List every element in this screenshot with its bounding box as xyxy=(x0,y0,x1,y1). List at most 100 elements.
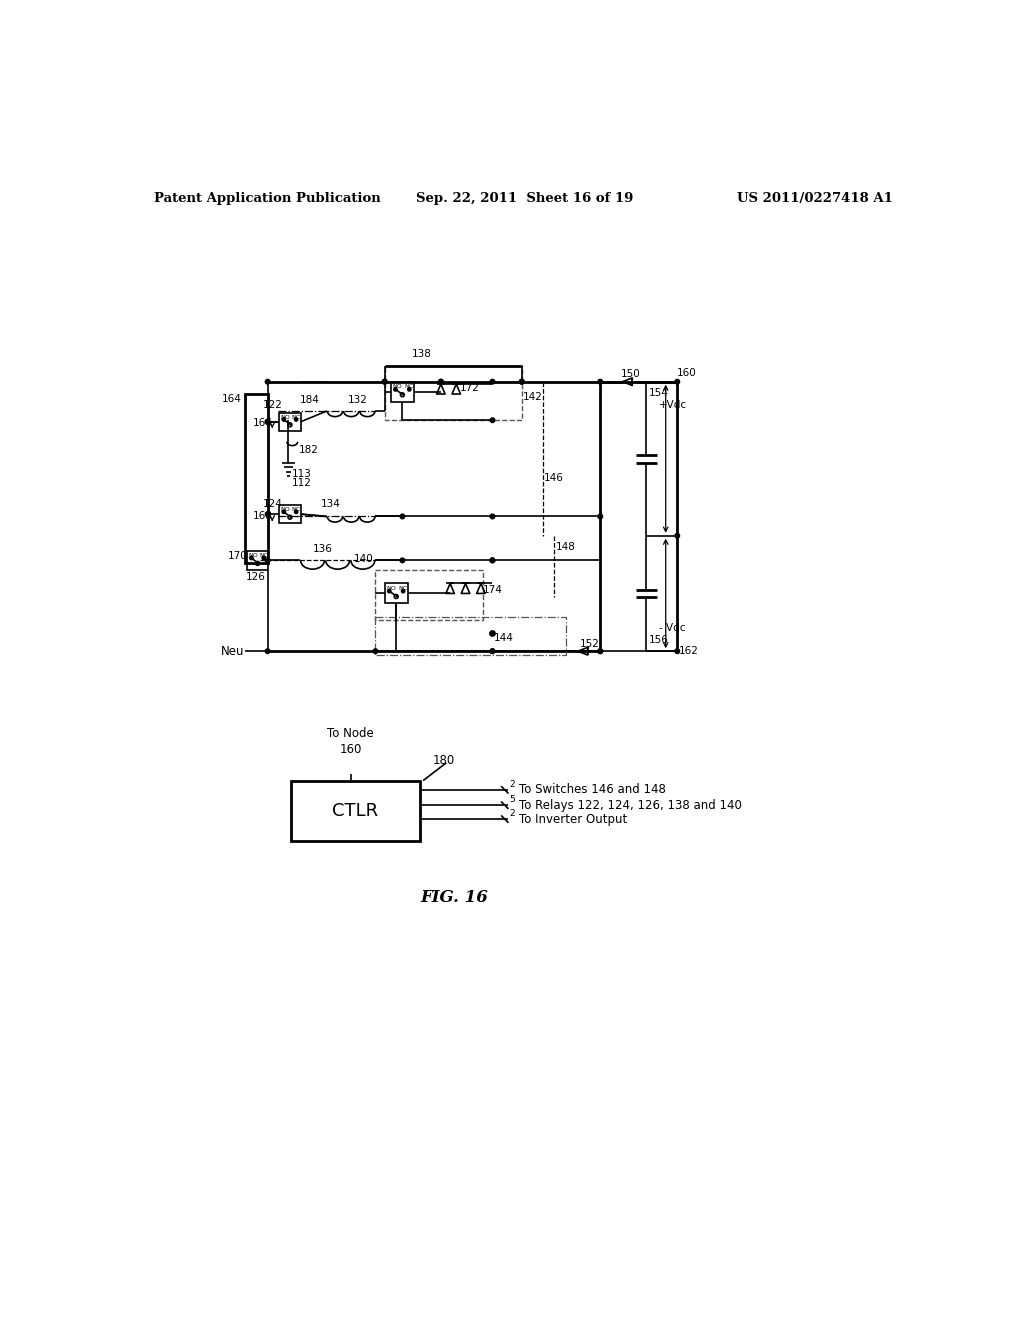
Circle shape xyxy=(490,558,495,562)
Circle shape xyxy=(401,590,404,593)
Circle shape xyxy=(265,512,270,516)
Bar xyxy=(245,395,267,564)
Text: To Relays 122, 124, 126, 138 and 140: To Relays 122, 124, 126, 138 and 140 xyxy=(518,799,741,812)
Text: +Vdc: +Vdc xyxy=(658,400,687,409)
Circle shape xyxy=(295,510,298,513)
Text: 166: 166 xyxy=(252,418,272,428)
Text: 182: 182 xyxy=(298,445,318,455)
Bar xyxy=(385,367,521,420)
Text: NC: NC xyxy=(259,553,268,558)
Text: Sep. 22, 2011  Sheet 16 of 19: Sep. 22, 2011 Sheet 16 of 19 xyxy=(416,191,634,205)
Text: 164: 164 xyxy=(221,395,242,404)
Text: 154: 154 xyxy=(649,388,669,399)
Circle shape xyxy=(265,420,270,424)
Text: - Vdc: - Vdc xyxy=(658,623,685,634)
Circle shape xyxy=(295,417,298,421)
Circle shape xyxy=(438,379,443,384)
Circle shape xyxy=(282,417,286,421)
Circle shape xyxy=(265,379,270,384)
Text: 142: 142 xyxy=(523,392,543,403)
Text: 146: 146 xyxy=(544,473,564,483)
Bar xyxy=(280,506,301,524)
Text: 156: 156 xyxy=(649,635,669,644)
Circle shape xyxy=(598,515,602,519)
Text: 5: 5 xyxy=(509,796,515,804)
Circle shape xyxy=(400,515,404,519)
Text: NO: NO xyxy=(386,586,396,591)
Text: NO: NO xyxy=(249,553,258,558)
Circle shape xyxy=(519,379,524,384)
Circle shape xyxy=(490,515,495,519)
Bar xyxy=(376,616,566,655)
Circle shape xyxy=(490,379,495,384)
Text: NO: NO xyxy=(281,414,291,420)
Text: 180: 180 xyxy=(433,754,455,767)
Bar xyxy=(385,583,408,603)
Circle shape xyxy=(400,558,404,562)
Circle shape xyxy=(598,649,602,653)
Text: To Inverter Output: To Inverter Output xyxy=(518,813,627,825)
Text: 144: 144 xyxy=(494,634,514,643)
Circle shape xyxy=(265,420,270,424)
Circle shape xyxy=(408,388,411,391)
Text: CTLR: CTLR xyxy=(333,801,379,820)
Circle shape xyxy=(438,379,443,384)
Text: 124: 124 xyxy=(262,499,283,508)
Circle shape xyxy=(675,379,680,384)
Circle shape xyxy=(489,631,496,636)
Text: 184: 184 xyxy=(300,395,319,405)
Text: 140: 140 xyxy=(354,554,374,564)
Text: NO: NO xyxy=(392,384,402,389)
Text: 2: 2 xyxy=(509,780,515,789)
Circle shape xyxy=(282,510,286,513)
Circle shape xyxy=(388,590,391,593)
Circle shape xyxy=(265,558,270,562)
Text: NO: NO xyxy=(281,507,291,512)
Text: Neu: Neu xyxy=(221,644,245,657)
Circle shape xyxy=(598,379,602,384)
Text: Patent Application Publication: Patent Application Publication xyxy=(154,191,380,205)
Text: FIG. 16: FIG. 16 xyxy=(420,890,487,906)
Circle shape xyxy=(262,556,265,560)
Text: 150: 150 xyxy=(622,370,641,379)
Circle shape xyxy=(373,649,378,653)
Bar xyxy=(247,552,268,570)
Text: 172: 172 xyxy=(460,383,480,393)
Circle shape xyxy=(598,649,602,653)
Bar xyxy=(391,381,414,401)
Circle shape xyxy=(265,649,270,653)
Circle shape xyxy=(382,379,387,384)
Text: 162: 162 xyxy=(679,647,698,656)
Circle shape xyxy=(490,649,495,653)
Bar xyxy=(376,570,483,620)
Bar xyxy=(291,780,420,841)
Text: 152: 152 xyxy=(580,639,599,649)
Text: 148: 148 xyxy=(556,543,575,552)
Text: 160: 160 xyxy=(677,368,697,378)
Circle shape xyxy=(490,558,495,562)
Text: 126: 126 xyxy=(246,572,266,582)
Text: 112: 112 xyxy=(292,478,312,488)
Circle shape xyxy=(675,649,680,653)
Circle shape xyxy=(394,388,397,391)
Text: NC: NC xyxy=(292,507,301,512)
Text: NC: NC xyxy=(398,586,408,591)
Text: 132: 132 xyxy=(348,395,368,405)
Text: US 2011/0227418 A1: US 2011/0227418 A1 xyxy=(737,191,893,205)
Text: To Switches 146 and 148: To Switches 146 and 148 xyxy=(518,783,666,796)
Text: 170: 170 xyxy=(228,552,248,561)
Text: 2: 2 xyxy=(509,809,515,818)
Circle shape xyxy=(250,556,253,560)
Circle shape xyxy=(675,533,680,539)
Text: 134: 134 xyxy=(321,499,341,508)
Circle shape xyxy=(490,418,495,422)
Circle shape xyxy=(490,649,495,653)
Circle shape xyxy=(519,379,524,384)
Text: 168: 168 xyxy=(252,511,272,521)
Circle shape xyxy=(382,379,387,384)
Text: 138: 138 xyxy=(412,348,431,359)
Bar xyxy=(280,412,301,430)
Text: 122: 122 xyxy=(262,400,283,411)
Text: 136: 136 xyxy=(313,544,333,554)
Text: To Node
160: To Node 160 xyxy=(328,727,374,756)
